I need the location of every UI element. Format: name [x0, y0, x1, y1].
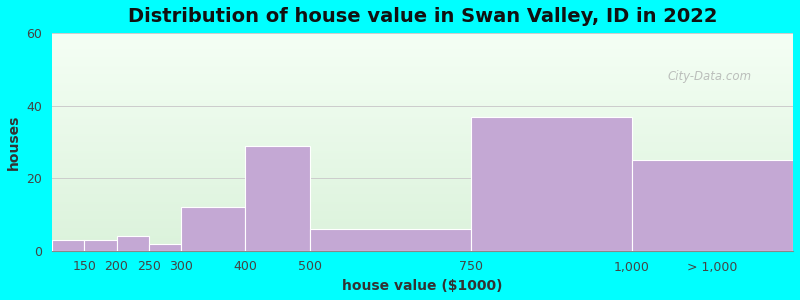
- Bar: [181, 207, 246, 251]
- X-axis label: house value ($1000): house value ($1000): [342, 279, 503, 293]
- Bar: [117, 236, 149, 251]
- Bar: [246, 146, 310, 251]
- Bar: [471, 116, 632, 251]
- Bar: [149, 244, 181, 251]
- Title: Distribution of house value in Swan Valley, ID in 2022: Distribution of house value in Swan Vall…: [128, 7, 718, 26]
- Text: City-Data.com: City-Data.com: [667, 70, 751, 83]
- Bar: [632, 160, 793, 251]
- Bar: [84, 240, 117, 251]
- Bar: [310, 229, 471, 251]
- Y-axis label: houses: houses: [7, 114, 21, 169]
- Bar: [52, 240, 84, 251]
